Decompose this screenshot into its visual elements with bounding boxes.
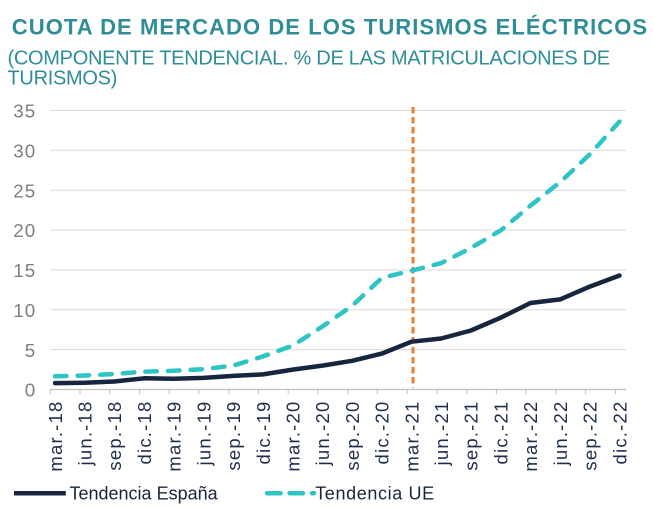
svg-text:dic.-21: dic.-21 xyxy=(490,401,511,465)
svg-text:jun.-19: jun.-19 xyxy=(193,401,214,467)
svg-text:20: 20 xyxy=(13,220,36,241)
svg-text:dic.-18: dic.-18 xyxy=(134,401,155,465)
svg-text:5: 5 xyxy=(25,340,36,361)
svg-text:35: 35 xyxy=(13,101,36,122)
svg-text:mar.-19: mar.-19 xyxy=(164,401,185,472)
svg-text:sep.-18: sep.-18 xyxy=(104,401,125,471)
svg-text:jun.-18: jun.-18 xyxy=(74,401,95,467)
svg-text:sep.-21: sep.-21 xyxy=(461,401,482,471)
svg-text:Tendencia España: Tendencia España xyxy=(70,484,219,504)
svg-text:sep.-19: sep.-19 xyxy=(223,401,244,471)
svg-text:TURISMOS): TURISMOS) xyxy=(8,67,118,89)
svg-text:(COMPONENTE TENDENCIAL. % DE L: (COMPONENTE TENDENCIAL. % DE LAS MATRICU… xyxy=(8,47,610,69)
svg-text:dic.-20: dic.-20 xyxy=(372,401,393,465)
svg-text:10: 10 xyxy=(13,300,36,321)
svg-text:sep.-20: sep.-20 xyxy=(342,401,363,471)
svg-text:mar.-20: mar.-20 xyxy=(282,401,303,472)
svg-text:CUOTA DE MERCADO DE LOS TURISM: CUOTA DE MERCADO DE LOS TURISMOS ELÉCTRI… xyxy=(12,15,648,40)
svg-text:Tendencia UE: Tendencia UE xyxy=(315,484,435,504)
svg-text:15: 15 xyxy=(13,260,36,281)
svg-text:dic.-22: dic.-22 xyxy=(609,401,630,465)
svg-text:mar.-21: mar.-21 xyxy=(401,401,422,472)
svg-text:mar.-22: mar.-22 xyxy=(520,401,541,472)
svg-text:dic.-19: dic.-19 xyxy=(253,401,274,465)
svg-text:mar.-18: mar.-18 xyxy=(45,401,66,472)
svg-text:jun.-20: jun.-20 xyxy=(312,401,333,467)
svg-text:jun.-22: jun.-22 xyxy=(550,401,571,467)
svg-text:30: 30 xyxy=(13,141,36,162)
svg-text:0: 0 xyxy=(25,380,36,401)
svg-text:jun.-21: jun.-21 xyxy=(431,401,452,467)
svg-text:25: 25 xyxy=(13,180,36,201)
svg-text:sep.-22: sep.-22 xyxy=(580,401,601,471)
